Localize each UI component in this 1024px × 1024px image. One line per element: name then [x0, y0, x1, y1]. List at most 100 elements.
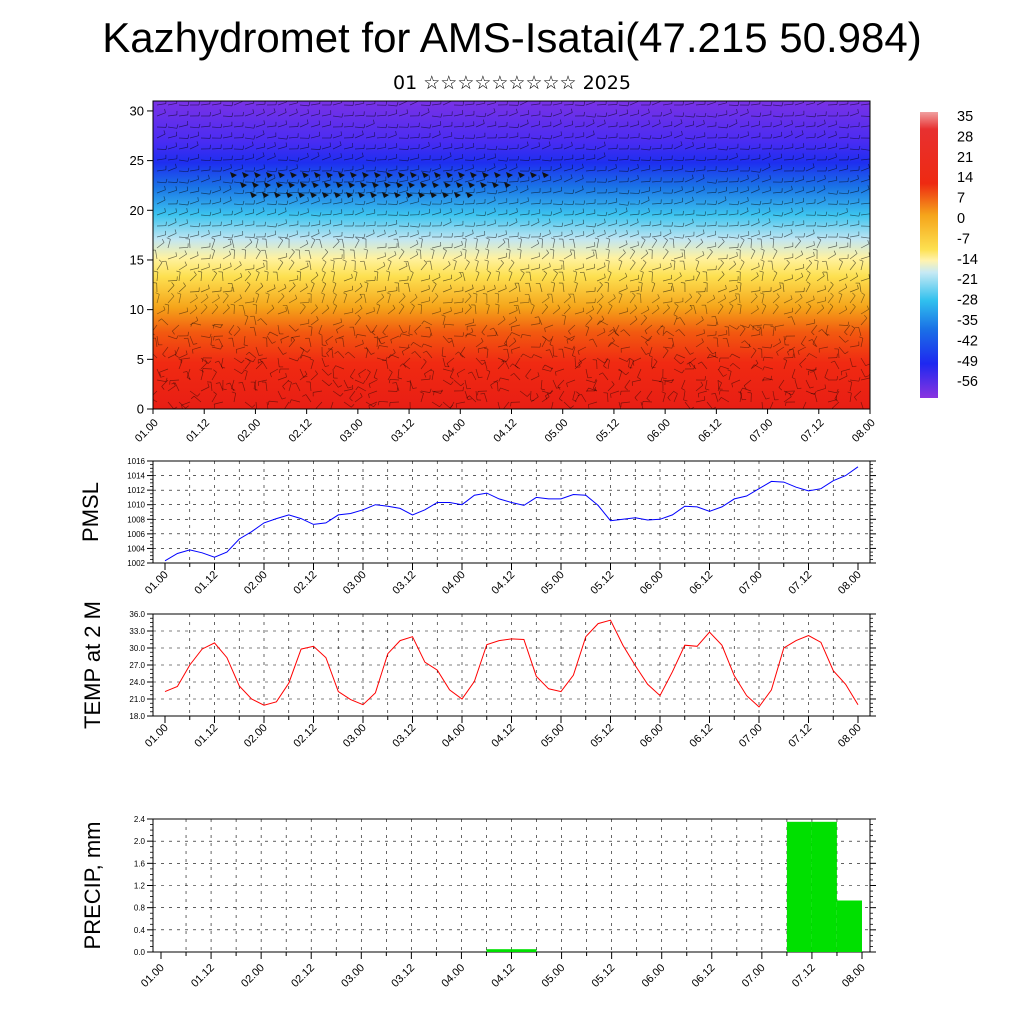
wind-barb: [530, 178, 540, 183]
wind-barb-feather: [505, 284, 507, 289]
wind-barb-feather: [647, 305, 650, 310]
wind-barb-feather: [419, 391, 424, 394]
wind-barb-feather: [244, 314, 249, 317]
wind-barb: [695, 319, 704, 326]
wind-barb: [572, 390, 576, 400]
wind-barb-feather: [670, 131, 672, 136]
wind-barb-feather: [279, 368, 281, 374]
wind-barb-feather: [262, 207, 265, 212]
x-tick-label: 05.00: [539, 569, 567, 597]
wind-barb-feather: [781, 102, 784, 107]
wind-barb: [155, 338, 158, 348]
wind-barb: [838, 192, 849, 195]
wind-barb: [409, 297, 418, 304]
wind-barb: [662, 350, 669, 359]
wind-barb-feather: [263, 262, 265, 267]
wind-barb: [860, 377, 870, 381]
wind-barb: [552, 346, 554, 357]
x-tick-label: 03.00: [339, 962, 367, 990]
wind-barb-feather: [598, 303, 603, 307]
jet-flag: [336, 182, 343, 188]
wind-barb-feather: [417, 175, 419, 180]
wind-barb-feather: [858, 212, 861, 217]
wind-barb: [233, 276, 243, 282]
wind-barb: [310, 135, 320, 139]
wind-barb: [522, 333, 532, 337]
wind-barb: [739, 234, 749, 238]
wind-barb: [519, 224, 529, 227]
wind-barb: [310, 148, 321, 150]
wind-barb-feather: [686, 361, 691, 365]
x-tick-label: 01.00: [143, 569, 171, 597]
wind-barb: [464, 288, 474, 293]
wind-barb: [371, 324, 378, 333]
wind-barb: [255, 294, 260, 304]
wind-barb-feather: [758, 262, 760, 267]
wind-barb-feather: [604, 273, 606, 278]
wind-barb-feather: [702, 229, 705, 234]
wind-barb-feather: [414, 331, 418, 335]
wind-barb: [310, 275, 319, 282]
wind-barb: [728, 371, 732, 381]
wind-barb-feather: [582, 163, 584, 168]
precip-bar: [837, 900, 862, 952]
wind-barb: [783, 390, 793, 396]
wind-barb-feather: [526, 393, 531, 397]
x-tick-label: 05.00: [539, 722, 567, 750]
wind-barb-feather: [830, 281, 834, 286]
wind-barb: [354, 203, 365, 206]
wind-barb-feather: [670, 262, 672, 267]
wind-barb: [728, 255, 738, 260]
wind-barb: [849, 393, 852, 403]
wind-barb: [222, 244, 232, 249]
wind-barb-feather: [321, 270, 326, 273]
wind-barb: [728, 279, 739, 282]
wind-barb-feather: [798, 304, 802, 308]
wind-barb: [750, 233, 760, 238]
wind-barb-feather: [845, 372, 848, 377]
wind-barb-feather: [175, 208, 177, 213]
wind-barb-feather: [790, 295, 793, 300]
wind-barb-feather: [231, 112, 234, 117]
wind-barb-feather: [481, 362, 486, 365]
wind-barb: [551, 294, 554, 304]
wind-barb-feather: [374, 112, 376, 117]
wind-barb: [178, 170, 189, 173]
y-tick-label: 30.0: [129, 644, 145, 653]
wind-barb-feather: [669, 229, 672, 234]
wind-barb-feather: [251, 141, 254, 146]
wind-barb-feather: [344, 351, 349, 355]
wind-barb-feather: [747, 186, 749, 191]
wind-barb-feather: [286, 156, 289, 161]
wind-barb-feather: [428, 175, 431, 180]
wind-barb: [376, 136, 387, 139]
wind-barb-feather: [762, 377, 765, 382]
wind-barb: [398, 190, 408, 194]
wind-barb: [811, 339, 818, 348]
wind-barb: [838, 375, 848, 381]
wind-barb-feather: [197, 131, 200, 136]
wind-barb-feather: [178, 358, 183, 361]
wind-barb: [530, 159, 541, 161]
wind-barb: [178, 159, 188, 162]
wind-barb-feather: [638, 144, 640, 150]
wind-barb: [408, 324, 411, 334]
wind-barb-feather: [692, 186, 694, 191]
wind-barb: [706, 181, 716, 184]
wind-barb-feather: [451, 367, 454, 372]
wind-barb-feather: [627, 101, 630, 106]
wind-barb: [761, 104, 772, 107]
wind-barb: [728, 305, 734, 315]
wind-barb: [398, 282, 400, 293]
wind-barb: [431, 283, 437, 293]
wind-barb: [156, 181, 167, 184]
wind-barb-feather: [582, 219, 585, 224]
wind-barb-feather: [450, 376, 454, 380]
wind-barb: [662, 103, 672, 106]
jet-flag: [252, 182, 259, 188]
wind-barb: [189, 212, 199, 216]
wind-barb-feather: [385, 101, 388, 106]
wind-barb: [178, 203, 188, 206]
wind-barb-feather: [663, 330, 667, 335]
wind-barb-feather: [583, 111, 585, 116]
